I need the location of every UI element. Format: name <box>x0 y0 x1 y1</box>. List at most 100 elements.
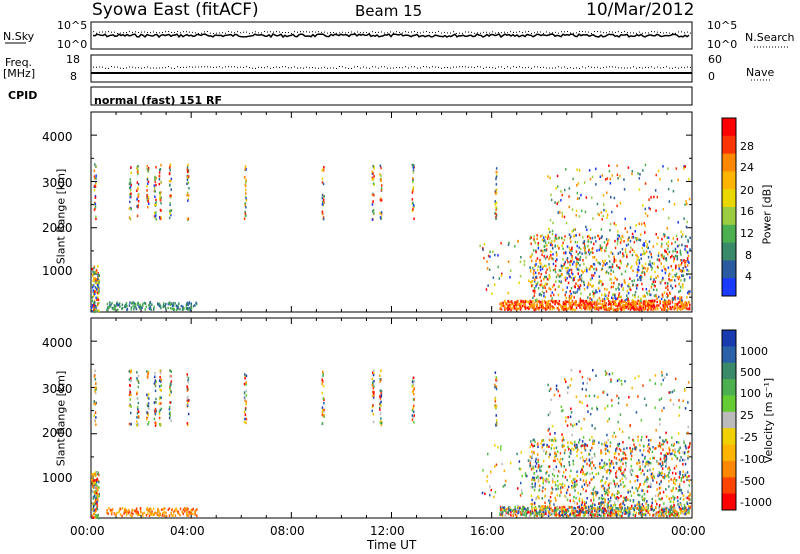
power-echo <box>636 268 639 271</box>
power-echo <box>169 166 171 169</box>
nave-dot <box>384 66 385 68</box>
nsearch-dot <box>120 32 121 34</box>
velocity-echo <box>645 502 647 505</box>
nsearch-dot <box>159 32 160 34</box>
nsearch-dot <box>114 31 115 33</box>
power-echo <box>380 212 383 216</box>
velocity-echo <box>670 504 673 508</box>
velocity-echo <box>550 507 552 510</box>
power-echo <box>510 300 513 303</box>
power-echo <box>599 302 602 305</box>
velocity-echo <box>146 508 148 511</box>
power-echo <box>654 270 656 274</box>
power-echo <box>611 174 613 177</box>
power-echo <box>554 201 556 204</box>
nsearch-dot <box>492 31 493 33</box>
power-echo <box>568 298 571 301</box>
velocity-echo <box>158 402 161 405</box>
power-echo <box>591 196 593 199</box>
nsearch-dot <box>537 31 538 33</box>
velocity-cbar-swatch <box>722 444 736 462</box>
power-echo <box>597 234 599 238</box>
velocity-echo <box>678 448 680 451</box>
power-echo <box>371 210 374 213</box>
nsearch-dot <box>198 32 199 34</box>
velocity-echo <box>189 511 191 514</box>
power-echo <box>130 192 132 195</box>
nave-dot <box>663 67 664 69</box>
power-echo <box>616 305 619 308</box>
velocity-echo <box>161 512 164 515</box>
power-echo <box>689 236 691 240</box>
power-echo <box>147 198 149 201</box>
power-echo <box>577 272 579 275</box>
power-echo <box>671 254 673 258</box>
nsearch-dot <box>243 31 244 33</box>
velocity-echo <box>548 438 551 442</box>
nave-dot <box>375 66 376 68</box>
velocity-echo <box>95 423 97 426</box>
velocity-echo <box>96 493 98 497</box>
velocity-echo <box>656 502 658 506</box>
velocity-echo <box>640 471 642 475</box>
power-echo <box>94 290 96 293</box>
velocity-echo <box>95 509 97 512</box>
power-echo <box>94 271 96 274</box>
velocity-echo <box>629 469 632 472</box>
power-echo <box>662 304 664 307</box>
velocity-echo <box>533 506 535 510</box>
power-echo <box>643 300 645 303</box>
power-echo <box>618 303 620 306</box>
nave-dot <box>183 66 184 68</box>
power-echo <box>626 305 629 308</box>
power-echo <box>592 290 594 293</box>
power-echo <box>502 301 504 305</box>
power-echo <box>598 213 600 217</box>
velocity-echo <box>110 511 112 514</box>
velocity-echo <box>510 514 512 517</box>
velocity-echo <box>379 395 381 398</box>
power-echo <box>601 298 604 301</box>
velocity-echo <box>93 479 95 482</box>
power-echo <box>372 178 375 181</box>
power-echo <box>654 305 656 309</box>
power-echo <box>380 217 382 220</box>
power-echo <box>160 306 162 310</box>
power-echo <box>668 278 670 281</box>
power-echo <box>576 257 578 260</box>
velocity-echo <box>624 512 626 515</box>
velocity-echo <box>495 404 498 408</box>
velocity-echo <box>603 489 606 493</box>
power-echo <box>380 211 383 214</box>
power-echo <box>679 308 682 311</box>
nsearch-dot <box>504 31 505 33</box>
power-echo <box>686 258 689 262</box>
nave-dot <box>537 66 538 68</box>
power-echo <box>535 250 537 254</box>
power-echo <box>91 296 93 299</box>
velocity-echo <box>614 451 617 455</box>
power-echo <box>549 219 552 222</box>
velocity-echo <box>600 449 602 452</box>
power-echo <box>621 308 624 311</box>
velocity-echo <box>557 507 559 511</box>
power-echo <box>638 299 641 303</box>
velocity-echo <box>641 513 644 516</box>
power-echo <box>580 277 583 280</box>
power-echo <box>160 180 162 184</box>
power-echo <box>93 203 96 206</box>
power-echo <box>629 226 632 229</box>
nave-dot <box>627 67 628 69</box>
power-echo <box>564 293 566 297</box>
power-echo <box>638 177 641 180</box>
velocity-echo <box>94 378 97 381</box>
velocity-echo <box>153 401 156 404</box>
velocity-echo <box>634 479 636 483</box>
power-echo <box>129 301 131 304</box>
power-echo <box>505 303 508 306</box>
power-echo <box>168 216 171 220</box>
velocity-echo <box>560 464 563 468</box>
power-echo <box>596 298 599 302</box>
power-cbar-swatch <box>722 118 736 137</box>
nave-dot <box>144 67 145 69</box>
